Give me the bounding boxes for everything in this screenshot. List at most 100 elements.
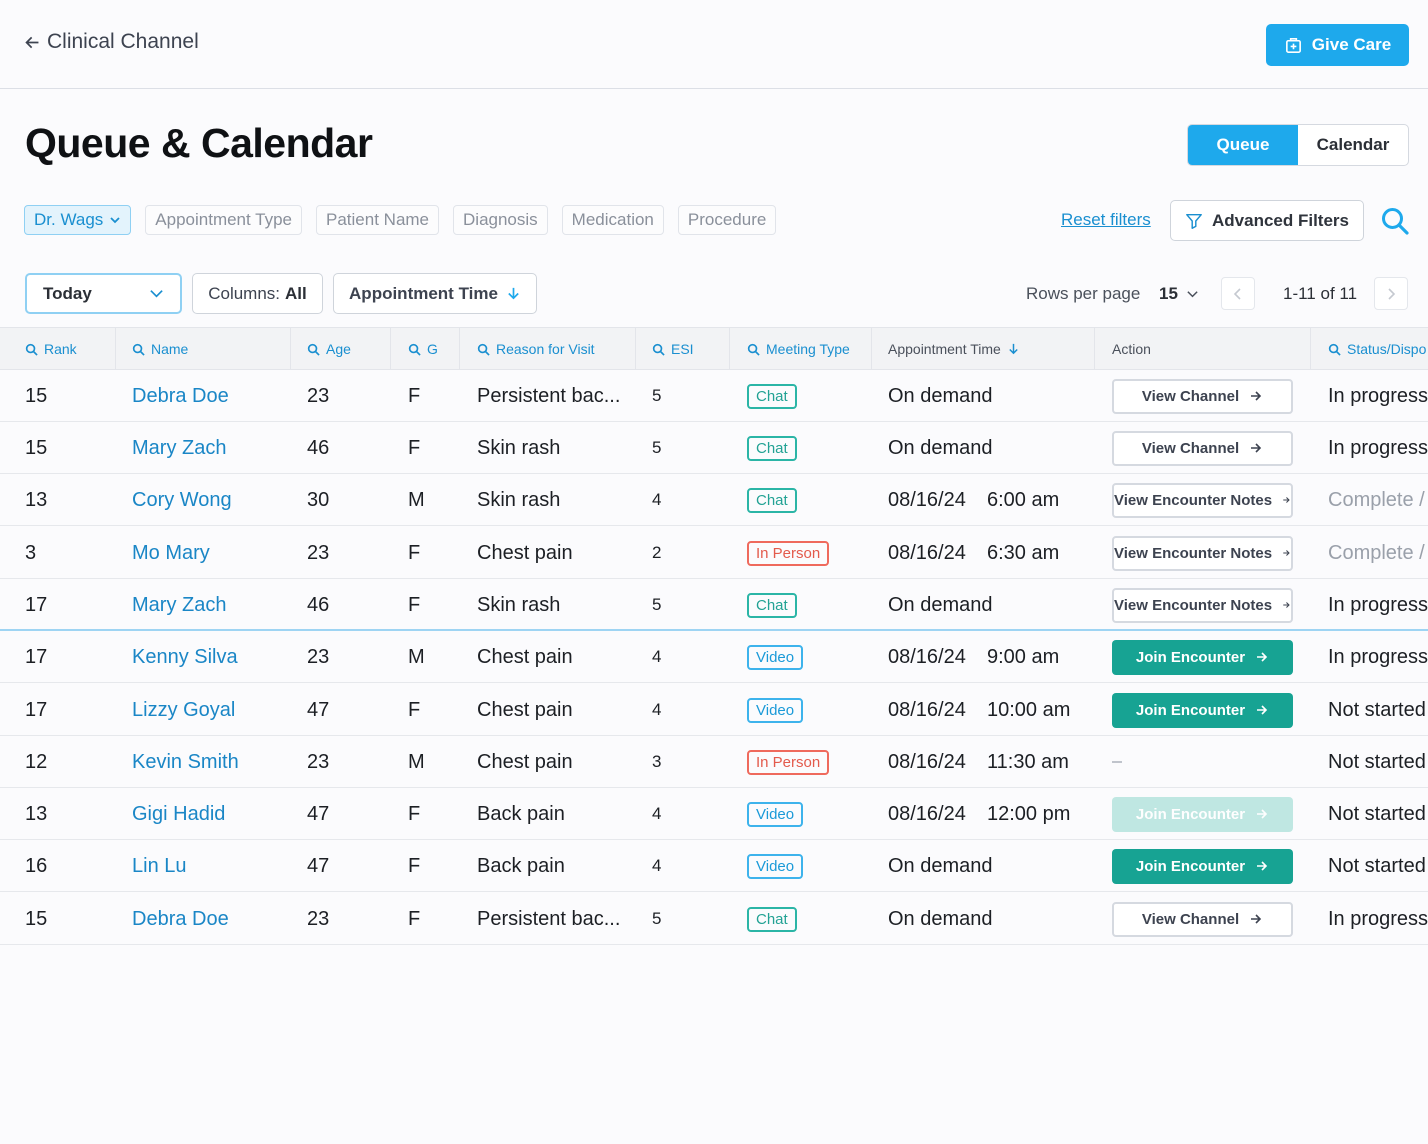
cell-time: 6:00 am [987,488,1060,511]
patient-name-link[interactable]: Mary Zach [132,436,227,459]
cell-reason: Persistent bac... [477,384,621,407]
table-row[interactable]: 13 Cory Wong 30 M Skin rash 4 Chat 08/16/24 6:00… [0,474,1428,526]
cell-age: 23 [307,541,330,564]
patient-name-link[interactable]: Lin Lu [132,854,187,877]
row-action-label: View Channel [1141,387,1240,405]
table-row[interactable]: 17 Mary Zach 46 F Skin rash 5 Chat On demand Vie… [0,579,1428,631]
row-action-button[interactable]: View Channel [1112,430,1293,466]
medication-chip[interactable]: Medication [561,205,664,235]
columns-button[interactable]: Columns: All [192,273,323,314]
sort-button[interactable]: Appointment Time [333,273,537,314]
cell-age: 23 [307,384,330,407]
search-button[interactable] [1380,206,1410,236]
procedure-chip[interactable]: Procedure [677,205,777,235]
column-divider [290,328,291,370]
diagnosis-chip[interactable]: Diagnosis [453,205,548,235]
search-icon [747,343,760,356]
row-action-label: View Encounter Notes [1114,544,1273,562]
chevron-down-icon [1187,290,1198,297]
cell-status: In progress [1328,436,1428,459]
row-action-button[interactable]: Join Encounter [1112,692,1293,728]
column-header-gender[interactable]: G [408,328,438,370]
column-header-name[interactable]: Name [132,328,188,370]
patient-name-link[interactable]: Cory Wong [132,488,232,511]
back-link[interactable]: Clinical Channel [24,30,199,54]
give-care-button[interactable]: Give Care [1266,24,1409,66]
row-action-button[interactable]: View Channel [1112,378,1293,414]
table-row[interactable]: 16 Lin Lu 47 F Back pain 4 Video On demand Join … [0,840,1428,892]
meeting-type-badge: Video [747,801,804,827]
row-action-label: Join Encounter [1135,648,1246,666]
column-header-label: Name [151,341,189,357]
arrow-right-icon [1251,391,1262,401]
meeting-type-badge: Chat [747,383,797,409]
table-row[interactable]: 15 Mary Zach 46 F Skin rash 5 Chat On demand Vie… [0,422,1428,474]
cell-status: Complete / [1328,488,1425,511]
tab-calendar[interactable]: Calendar [1316,135,1390,154]
cell-age: 47 [307,854,330,877]
cell-rank: 17 [25,698,48,721]
column-header-label: Reason for Visit [496,341,595,357]
rows-per-page-select[interactable]: 15 [1159,284,1199,304]
column-header-status[interactable]: Status/Dispo [1328,328,1426,370]
patient-name-link[interactable]: Kevin Smith [132,750,239,773]
cell-status: In progress [1328,384,1428,407]
cell-meeting-type: Chat [747,579,797,631]
patient-name-chip[interactable]: Patient Name [316,205,440,235]
table-row[interactable]: 17 Lizzy Goyal 47 F Chest pain 4 Video 08/16/24… [0,684,1428,736]
cell-date: 08/16/24 [888,541,966,564]
cell-action: Join Encounter [1112,684,1293,736]
row-action-label: Join Encounter [1135,857,1246,875]
patient-name-link[interactable]: Gigi Hadid [132,802,226,825]
arrow-right-icon [1257,652,1268,662]
column-header-reason[interactable]: Reason for Visit [477,328,595,370]
table-row[interactable]: 3 Mo Mary 23 F Chest pain 2 In Person 08/16/24 6… [0,527,1428,579]
patient-name-link[interactable]: Debra Doe [132,907,229,930]
column-header-meeting-type[interactable]: Meeting Type [747,328,850,370]
meeting-type-badge: In Person [747,749,830,775]
cell-date: 08/16/24 [888,645,966,668]
advanced-filters-button[interactable]: Advanced Filters [1170,200,1364,241]
row-action-label: Join Encounter [1135,701,1246,719]
column-divider [635,328,636,370]
table-row[interactable]: 17 Kenny Silva 23 M Chest pain 4 Video 08/16/24… [0,631,1428,683]
row-action-button[interactable]: View Channel [1112,901,1293,937]
row-action-button[interactable]: Join Encounter [1112,848,1293,884]
column-header-esi[interactable]: ESI [652,328,694,370]
patient-name-link[interactable]: Mo Mary [132,541,210,564]
cell-gender: M [408,750,425,773]
patient-name-link[interactable]: Mary Zach [132,593,227,616]
tab-queue[interactable]: Queue [1188,125,1298,165]
prev-page-button[interactable] [1221,277,1255,310]
search-icon [477,343,490,356]
patient-name-link[interactable]: Lizzy Goyal [132,698,236,721]
patient-name-link[interactable]: Kenny Silva [132,645,238,668]
table-row[interactable]: 12 Kevin Smith 23 M Chest pain 3 In Person 08/1… [0,736,1428,788]
row-action-button[interactable]: View Encounter Notes [1112,587,1293,623]
next-page-button[interactable] [1374,277,1408,310]
cell-action: Join Encounter [1112,631,1293,683]
advanced-filters-label: Advanced Filters [1212,210,1349,230]
appointment-type-chip[interactable]: Appointment Type [145,205,303,235]
row-action-button[interactable]: Join Encounter [1112,639,1293,675]
column-header-appointment-time[interactable]: Appointment Time [888,328,1020,370]
chevron-left-icon [1233,287,1241,300]
row-action-button[interactable]: View Encounter Notes [1112,535,1293,571]
row-action-button[interactable]: View Encounter Notes [1112,482,1293,518]
arrow-right-icon [1257,809,1268,819]
cell-status: Not started [1328,802,1426,825]
reset-filters-link[interactable]: Reset filters [1061,210,1151,229]
table-row[interactable]: 15 Debra Doe 23 F Persistent bac... 5 Chat On d… [0,893,1428,945]
column-divider [871,328,872,370]
meeting-type-badge: Video [747,644,804,670]
column-header-age[interactable]: Age [307,328,351,370]
cell-reason: Skin rash [477,488,561,511]
cell-gender: M [408,645,425,668]
column-header-rank[interactable]: Rank [25,328,77,370]
table-row[interactable]: 13 Gigi Hadid 47 F Back pain 4 Video 08/16/24 12… [0,788,1428,840]
table-row[interactable]: 15 Debra Doe 23 F Persistent bac... 5 Chat On d… [0,370,1428,422]
patient-name-link[interactable]: Debra Doe [132,384,229,407]
provider-filter-chip[interactable]: Dr. Wags [24,205,132,235]
row-action-label: View Encounter Notes [1114,596,1273,614]
date-range-select[interactable]: Today [25,273,182,314]
